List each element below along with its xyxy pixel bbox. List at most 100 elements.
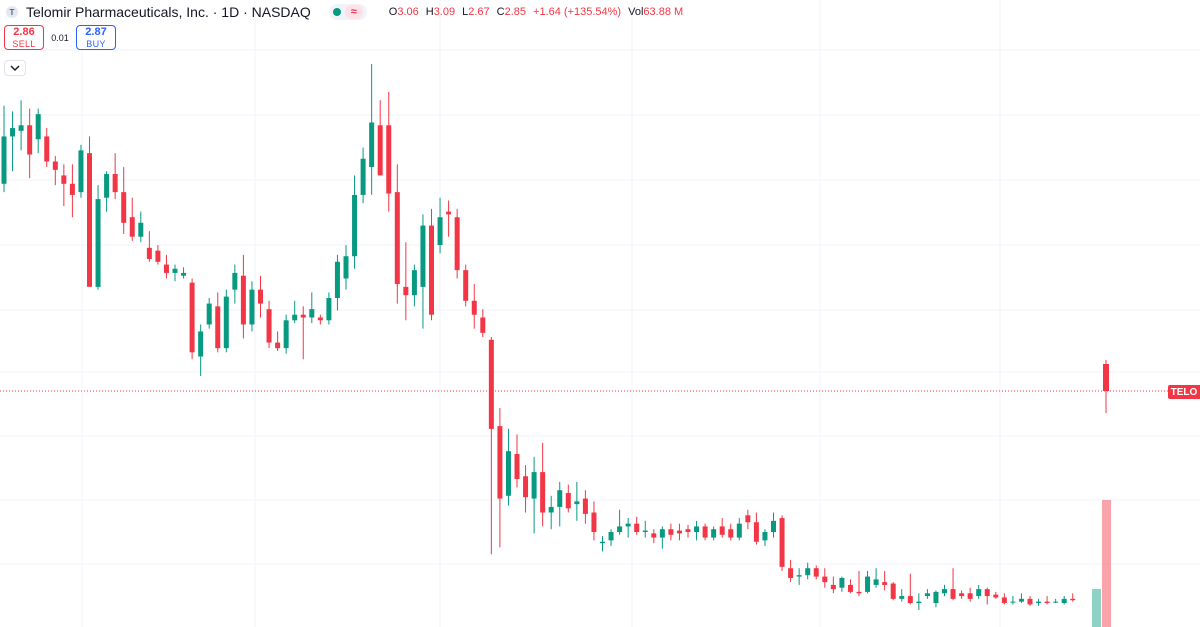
candle-body bbox=[343, 256, 349, 279]
candle-body bbox=[907, 596, 913, 604]
candle-body bbox=[676, 530, 682, 534]
buy-button[interactable]: 2.87 BUY bbox=[76, 25, 116, 50]
candle-body bbox=[138, 222, 144, 237]
candle-body bbox=[403, 286, 409, 296]
candle-body bbox=[993, 594, 999, 598]
candle-body bbox=[531, 472, 537, 499]
candle-body bbox=[1036, 601, 1042, 604]
candle-body bbox=[523, 476, 529, 498]
candle-body bbox=[540, 472, 546, 513]
candle-body bbox=[10, 128, 16, 137]
candle-body bbox=[856, 591, 862, 594]
sell-button[interactable]: 2.86 SELL bbox=[4, 25, 44, 50]
candle-body bbox=[283, 320, 289, 349]
candle-body bbox=[1044, 601, 1050, 604]
candle-body bbox=[377, 125, 383, 176]
candle-body bbox=[429, 225, 434, 315]
candle-body bbox=[497, 426, 503, 499]
candle-body bbox=[796, 575, 802, 577]
candle-body bbox=[745, 515, 751, 523]
candle-body bbox=[275, 342, 281, 349]
candle-body bbox=[813, 568, 819, 577]
candle-body bbox=[548, 506, 554, 513]
chevron-down-icon bbox=[10, 65, 20, 71]
market-status[interactable]: ≈ bbox=[328, 4, 367, 20]
candle-body bbox=[967, 593, 973, 599]
candle-body bbox=[121, 192, 127, 223]
candle-body bbox=[104, 174, 110, 198]
candle-body bbox=[1053, 601, 1059, 603]
price-tag-telo: TELO bbox=[1168, 385, 1200, 399]
sell-price: 2.86 bbox=[13, 25, 35, 38]
candle-body bbox=[625, 523, 631, 527]
candle-body bbox=[266, 309, 272, 343]
candle-body bbox=[847, 584, 853, 592]
candle-body bbox=[1018, 598, 1024, 602]
candle-body bbox=[771, 520, 776, 532]
candle-body bbox=[942, 589, 947, 594]
candle-body bbox=[317, 317, 323, 321]
symbol-logo-icon[interactable]: T bbox=[6, 6, 18, 18]
candle-body bbox=[668, 529, 674, 535]
open-value: 3.06 bbox=[397, 6, 419, 18]
candle-body bbox=[223, 296, 229, 349]
candle-body bbox=[574, 501, 580, 505]
candle-body bbox=[694, 526, 700, 532]
candle-body bbox=[471, 300, 477, 315]
candle-body bbox=[565, 493, 571, 509]
candle-body bbox=[557, 490, 563, 507]
candle-body bbox=[480, 317, 486, 333]
candle-body bbox=[189, 282, 195, 353]
candle-body bbox=[899, 596, 905, 599]
candle-body bbox=[582, 498, 588, 514]
candle-body bbox=[976, 589, 982, 597]
candle-body bbox=[463, 270, 469, 301]
candle-body bbox=[334, 261, 340, 298]
candle-body bbox=[839, 577, 845, 588]
candle-body bbox=[822, 576, 828, 583]
candle-body bbox=[916, 601, 922, 604]
candle-body bbox=[446, 211, 452, 215]
low-value: 2.67 bbox=[468, 6, 490, 18]
high-label: H bbox=[425, 6, 434, 18]
candle-body bbox=[514, 454, 520, 480]
candle-body bbox=[258, 289, 263, 304]
candle-body bbox=[685, 529, 691, 532]
candle-body bbox=[950, 589, 956, 599]
volume-bar bbox=[1092, 589, 1101, 627]
change-value: +1.64 (+135.54%) bbox=[533, 6, 622, 18]
candle-body bbox=[1070, 598, 1076, 601]
candle-body bbox=[437, 217, 443, 246]
candle-body bbox=[454, 217, 460, 271]
spread-value: 0.01 bbox=[51, 32, 69, 43]
candle-body bbox=[1061, 598, 1067, 604]
candle-body bbox=[882, 582, 888, 585]
close-label: C bbox=[496, 6, 505, 18]
candle-body bbox=[642, 530, 648, 532]
candle-body bbox=[873, 579, 879, 585]
candle-body bbox=[172, 268, 178, 273]
candle-body bbox=[87, 153, 92, 287]
candle-body bbox=[1001, 597, 1007, 604]
candle-body bbox=[61, 175, 67, 184]
high-value: 3.09 bbox=[433, 6, 456, 18]
candle-body bbox=[1, 136, 7, 184]
candle-body bbox=[69, 183, 75, 195]
collapse-legend-button[interactable] bbox=[4, 60, 26, 76]
candle-body bbox=[984, 589, 990, 597]
candle-body bbox=[198, 331, 204, 357]
buy-label: BUY bbox=[86, 38, 106, 49]
candle-body bbox=[206, 303, 212, 325]
candle-body bbox=[634, 523, 640, 532]
symbol-title[interactable]: Telomir Pharmaceuticals, Inc. · 1D · NAS… bbox=[26, 4, 311, 20]
candle-body bbox=[44, 136, 50, 162]
candle-body bbox=[779, 518, 785, 567]
candle-body bbox=[352, 194, 358, 257]
close-value: 2.85 bbox=[504, 6, 527, 18]
candle-body bbox=[326, 298, 332, 321]
candle-body bbox=[753, 522, 759, 542]
volume-value: 63.88 M bbox=[643, 6, 684, 18]
candle-body bbox=[18, 125, 24, 131]
candle-body bbox=[728, 529, 734, 538]
